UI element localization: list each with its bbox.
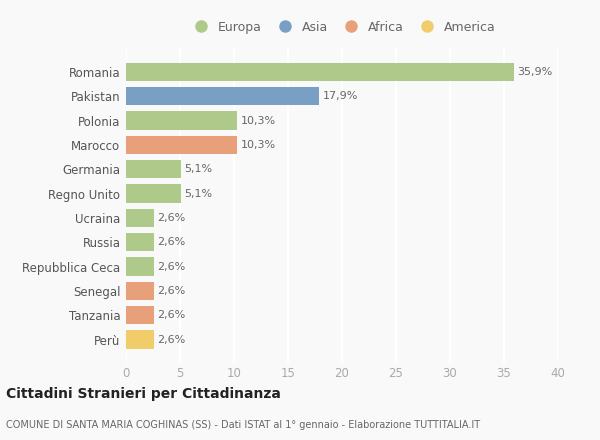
Bar xyxy=(126,330,154,348)
Bar xyxy=(126,63,514,81)
Bar xyxy=(126,136,237,154)
Text: 2,6%: 2,6% xyxy=(157,286,185,296)
Text: 2,6%: 2,6% xyxy=(157,334,185,345)
Bar xyxy=(126,306,154,324)
Text: 10,3%: 10,3% xyxy=(241,116,275,125)
Text: 2,6%: 2,6% xyxy=(157,310,185,320)
Legend: Europa, Asia, Africa, America: Europa, Asia, Africa, America xyxy=(184,17,500,37)
Text: 5,1%: 5,1% xyxy=(184,164,212,174)
Bar xyxy=(126,209,154,227)
Bar xyxy=(126,233,154,251)
Bar xyxy=(126,257,154,276)
Text: COMUNE DI SANTA MARIA COGHINAS (SS) - Dati ISTAT al 1° gennaio - Elaborazione TU: COMUNE DI SANTA MARIA COGHINAS (SS) - Da… xyxy=(6,420,480,430)
Text: 10,3%: 10,3% xyxy=(241,140,275,150)
Text: 2,6%: 2,6% xyxy=(157,261,185,271)
Bar xyxy=(126,282,154,300)
Bar xyxy=(126,184,181,203)
Text: 5,1%: 5,1% xyxy=(184,188,212,198)
Text: 2,6%: 2,6% xyxy=(157,237,185,247)
Text: Cittadini Stranieri per Cittadinanza: Cittadini Stranieri per Cittadinanza xyxy=(6,387,281,401)
Text: 17,9%: 17,9% xyxy=(323,91,358,101)
Text: 2,6%: 2,6% xyxy=(157,213,185,223)
Text: 35,9%: 35,9% xyxy=(517,67,552,77)
Bar xyxy=(126,111,237,130)
Bar xyxy=(126,160,181,178)
Bar xyxy=(126,87,319,105)
